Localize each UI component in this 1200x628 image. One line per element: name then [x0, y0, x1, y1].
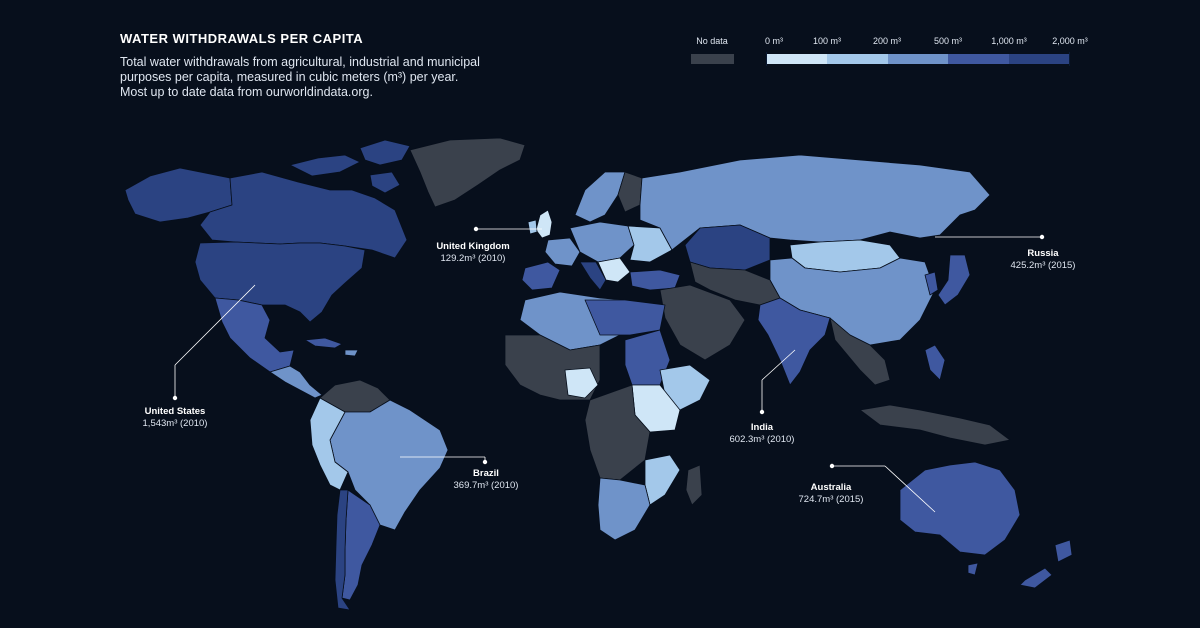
mozambique-region[interactable] — [644, 454, 681, 506]
callout-russia: Russia 425.2m³ (2015) — [1011, 248, 1076, 272]
callout-value: 602.3m³ (2010) — [729, 434, 795, 445]
iberia-region[interactable] — [521, 261, 561, 291]
callout-value: 724.7m³ (2015) — [798, 494, 864, 505]
greenland-region[interactable] — [409, 137, 526, 208]
japan-region[interactable] — [937, 254, 971, 306]
callout-value: 1,543m³ (2010) — [142, 418, 208, 429]
arctic-islands-region[interactable] — [289, 154, 361, 177]
legend-tick-label: 1,000 m³ — [991, 36, 1027, 46]
australia-leader-dot — [829, 463, 835, 469]
philippines-region[interactable] — [924, 344, 946, 381]
legend-tick-label: 500 m³ — [933, 36, 963, 46]
australia-region[interactable] — [899, 461, 1021, 556]
callout-country-name: United States — [144, 406, 206, 417]
korea-region[interactable] — [924, 271, 939, 296]
callout-australia: Australia 724.7m³ (2015) — [799, 482, 864, 506]
india-region[interactable] — [757, 297, 831, 386]
callout-country-name: Brazil — [473, 468, 499, 479]
australia-leader-line — [884, 465, 936, 513]
scandinavia-region[interactable] — [574, 171, 626, 223]
legend-no-data-swatch — [691, 54, 734, 64]
legend-tick-label: 200 m³ — [872, 36, 902, 46]
russia-leader-dot — [1039, 234, 1045, 240]
central-europe-region[interactable] — [569, 221, 635, 263]
cuba-region[interactable] — [304, 337, 343, 349]
subtitle-line: Total water withdrawals from agricultura… — [120, 55, 480, 69]
callout-united-states: United States 1,543m³ (2010) — [143, 406, 208, 430]
india-leader-dot — [759, 409, 765, 415]
legend-tick — [766, 52, 767, 66]
arctic-islands-region[interactable] — [359, 139, 411, 166]
color-legend: No data 0 m³ 100 m³ 200 m³ 500 m³ 1,000 … — [0, 0, 1200, 70]
central-america-region[interactable] — [269, 365, 323, 399]
map-title: WATER WITHDRAWALS PER CAPITA — [120, 31, 364, 46]
central-africa-region[interactable] — [584, 384, 651, 481]
legend-swatch — [1009, 54, 1070, 64]
legend-swatch — [827, 54, 888, 64]
arctic-islands-region[interactable] — [369, 171, 401, 194]
us-leader-line — [174, 284, 256, 366]
callout-country-name: India — [750, 422, 774, 433]
madagascar-region[interactable] — [685, 464, 703, 506]
callout-country-name: Australia — [810, 482, 852, 493]
new-zealand-region[interactable] — [1019, 567, 1053, 589]
india-leader-line — [761, 349, 796, 381]
callout-country-name: United Kingdom — [436, 241, 510, 252]
legend-tick-label: 100 m³ — [812, 36, 842, 46]
map-subtitle: Total water withdrawals from agricultura… — [120, 55, 540, 100]
indonesia-region[interactable] — [859, 404, 1011, 446]
subtitle-line: purposes per capita, measured in cubic m… — [120, 70, 459, 84]
legend-swatch — [766, 54, 827, 64]
chile-region[interactable] — [334, 489, 351, 611]
legend-tick — [1069, 52, 1070, 66]
legend-swatch — [888, 54, 948, 64]
callout-value: 369.7m³ (2010) — [453, 480, 519, 491]
legend-no-data-label: No data — [696, 36, 728, 46]
mexico-region[interactable] — [214, 297, 295, 373]
southern-africa-region[interactable] — [597, 477, 651, 541]
canada-region[interactable] — [199, 171, 408, 259]
andes-region[interactable] — [309, 397, 349, 491]
southeast-asia-region[interactable] — [829, 317, 891, 386]
legend-swatch — [948, 54, 1009, 64]
new-zealand-region[interactable] — [1054, 539, 1073, 563]
legend-tick-label: 2,000 m³ — [1052, 36, 1088, 46]
legend-tick-label: 0 m³ — [765, 36, 783, 46]
callout-value: 425.2m³ (2015) — [1010, 260, 1076, 271]
us-leader-dot — [172, 395, 178, 401]
italy-region[interactable] — [579, 261, 607, 291]
callout-value: 129.2m³ (2010) — [440, 253, 506, 264]
balkans-region[interactable] — [597, 257, 631, 283]
turkey-region[interactable] — [629, 269, 681, 291]
nigeria-region[interactable] — [564, 367, 599, 399]
uk-leader-dot — [473, 226, 479, 232]
callout-united-kingdom: United Kingdom 129.2m³ (2010) — [436, 241, 509, 265]
callout-brazil: Brazil 369.7m³ (2010) — [454, 468, 519, 492]
caribbean-region[interactable] — [344, 349, 359, 357]
ireland-region[interactable] — [527, 219, 538, 235]
middle-east-region[interactable] — [659, 284, 746, 361]
uk-region[interactable] — [535, 209, 553, 239]
subtitle-line: Most up to date data from ourworldindata… — [120, 85, 373, 99]
tasmania-region[interactable] — [967, 562, 979, 576]
callout-india: India 602.3m³ (2010) — [730, 422, 795, 446]
brazil-leader-dot — [482, 459, 488, 465]
callout-country-name: Russia — [1027, 248, 1059, 259]
france-region[interactable] — [544, 237, 581, 267]
russia-region[interactable] — [639, 154, 991, 251]
